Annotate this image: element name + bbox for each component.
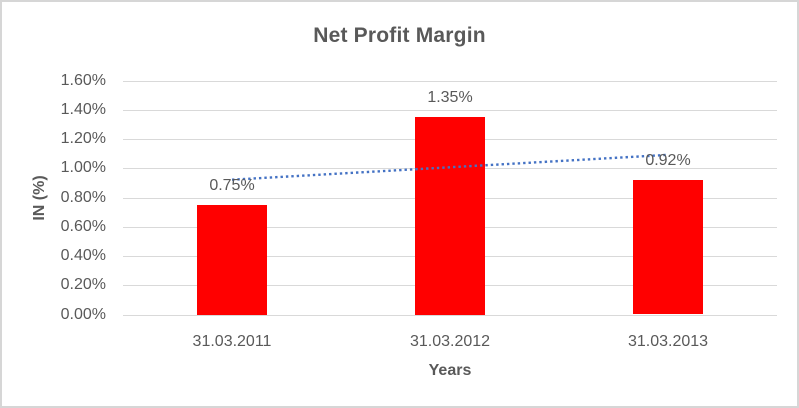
y-tick-label: 0.00% [60, 305, 106, 323]
data-label: 0.75% [209, 176, 255, 194]
x-tick-label: 31.03.2011 [192, 332, 272, 350]
gridline [123, 314, 777, 316]
gridline [123, 80, 777, 82]
bar-31.03.2012[interactable] [415, 117, 485, 315]
y-tick-label: 0.20% [60, 276, 106, 294]
y-tick-label: 0.80% [60, 188, 106, 206]
x-axis-title: Years [428, 362, 472, 379]
y-tick-label: 0.40% [60, 247, 106, 264]
y-axis-title: IN (%) [31, 175, 48, 221]
y-tick-label: 1.40% [60, 100, 106, 118]
y-tick-label: 1.00% [60, 159, 106, 177]
x-tick-label: 31.03.2013 [627, 332, 709, 350]
y-tick-label: 0.60% [60, 217, 106, 235]
y-tick-label: 1.60% [60, 71, 106, 89]
bar-31.03.2011[interactable] [197, 204, 267, 315]
gridline [123, 109, 777, 111]
data-label: 0.92% [645, 151, 691, 169]
x-tick-label: 31.03.2012 [409, 332, 491, 350]
chart-title: Net Profit Margin [313, 24, 486, 47]
bar-31.03.2013[interactable] [633, 179, 703, 315]
data-label: 1.35% [427, 89, 473, 107]
y-tick-label: 1.20% [60, 130, 106, 147]
